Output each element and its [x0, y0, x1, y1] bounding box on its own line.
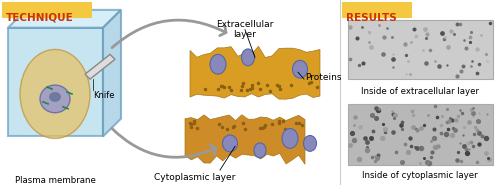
FancyBboxPatch shape: [348, 20, 493, 79]
Ellipse shape: [210, 54, 226, 74]
Ellipse shape: [304, 136, 316, 151]
Text: Plasma membrane: Plasma membrane: [14, 176, 96, 185]
Polygon shape: [103, 10, 121, 137]
Polygon shape: [8, 10, 121, 28]
FancyBboxPatch shape: [348, 104, 493, 165]
Ellipse shape: [40, 85, 70, 113]
Ellipse shape: [282, 128, 298, 148]
Ellipse shape: [49, 92, 61, 102]
Ellipse shape: [242, 49, 254, 66]
Ellipse shape: [222, 135, 238, 152]
Ellipse shape: [254, 143, 266, 158]
Text: Inside of extracellular layer: Inside of extracellular layer: [361, 87, 479, 96]
Ellipse shape: [292, 60, 308, 78]
Polygon shape: [85, 54, 115, 79]
FancyBboxPatch shape: [8, 28, 103, 137]
Text: Inside of cytoplasmic layer: Inside of cytoplasmic layer: [362, 171, 478, 180]
Text: TECHNIQUE: TECHNIQUE: [6, 13, 74, 23]
Ellipse shape: [20, 49, 90, 138]
FancyBboxPatch shape: [2, 2, 92, 18]
Polygon shape: [185, 115, 305, 164]
Text: Knife: Knife: [93, 91, 114, 100]
Polygon shape: [190, 46, 320, 99]
Text: Proteins: Proteins: [305, 73, 342, 82]
Text: RESULTS: RESULTS: [346, 13, 397, 23]
Text: Extracellular
layer: Extracellular layer: [216, 20, 274, 39]
Text: Cytoplasmic layer: Cytoplasmic layer: [154, 173, 236, 182]
FancyBboxPatch shape: [342, 2, 412, 18]
